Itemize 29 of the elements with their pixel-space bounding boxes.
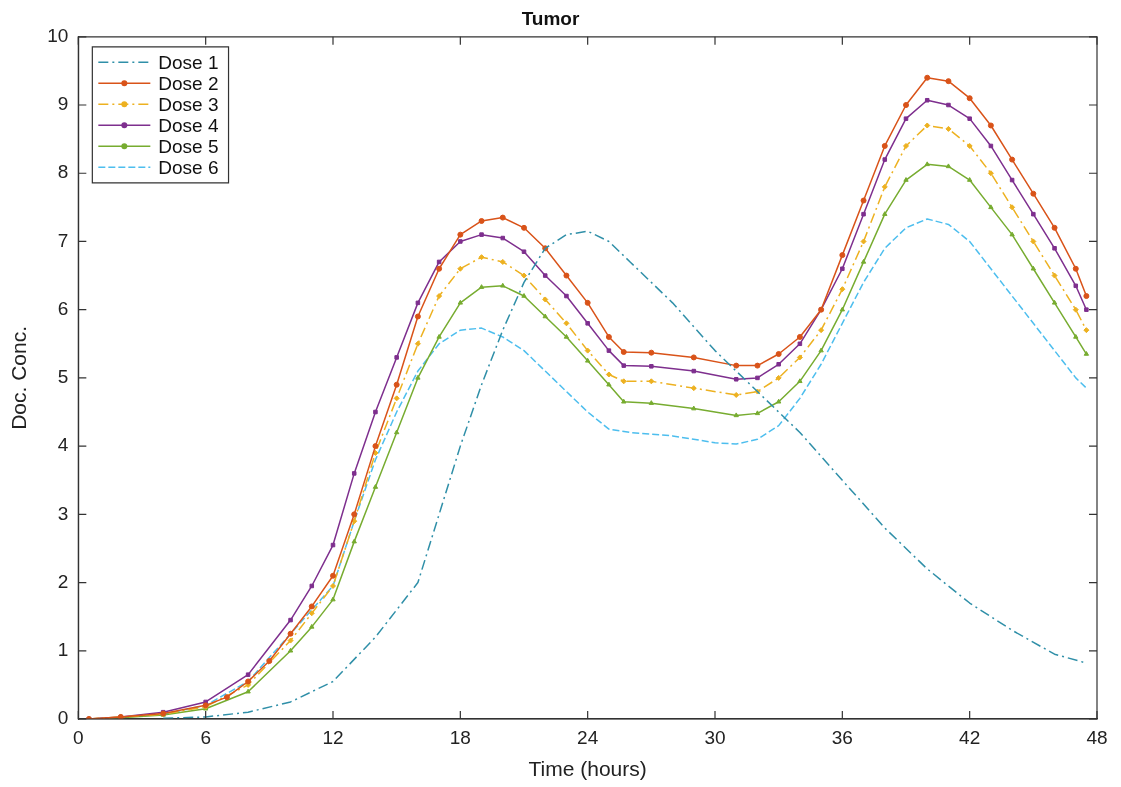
y-tick-label: 4: [57, 434, 69, 456]
y-tick-label: 7: [57, 229, 69, 251]
x-tick-label: 6: [200, 726, 211, 748]
x-tick-label: 42: [959, 726, 981, 748]
x-tick-label: 30: [704, 726, 726, 748]
y-tick-label: 2: [57, 570, 69, 592]
y-tick-label: 3: [57, 502, 69, 524]
x-axis-title: Time (hours): [528, 757, 647, 781]
y-axis-title: Doc. Conc.: [7, 325, 31, 430]
legend-label: Dose 3: [158, 93, 219, 115]
legend-label: Dose 1: [158, 51, 219, 73]
y-tick-label: 8: [57, 161, 69, 183]
y-tick-label: 9: [57, 93, 69, 115]
y-tick-label: 10: [47, 25, 69, 47]
y-tick-label: 1: [57, 639, 69, 661]
y-tick-label: 0: [57, 707, 69, 729]
x-tick-label: 24: [577, 726, 599, 748]
x-tick-label: 0: [73, 726, 84, 748]
y-tick-label: 5: [57, 366, 69, 388]
x-tick-label: 48: [1086, 726, 1108, 748]
x-tick-label: 36: [831, 726, 853, 748]
legend-label: Dose 5: [158, 135, 219, 157]
legend-label: Dose 4: [158, 114, 219, 136]
chart-title: Tumor: [521, 7, 580, 29]
legend-label: Dose 6: [158, 156, 219, 178]
x-tick-label: 12: [322, 726, 344, 748]
legend-label: Dose 2: [158, 72, 219, 94]
x-tick-label: 18: [449, 726, 471, 748]
y-tick-label: 6: [57, 297, 69, 319]
